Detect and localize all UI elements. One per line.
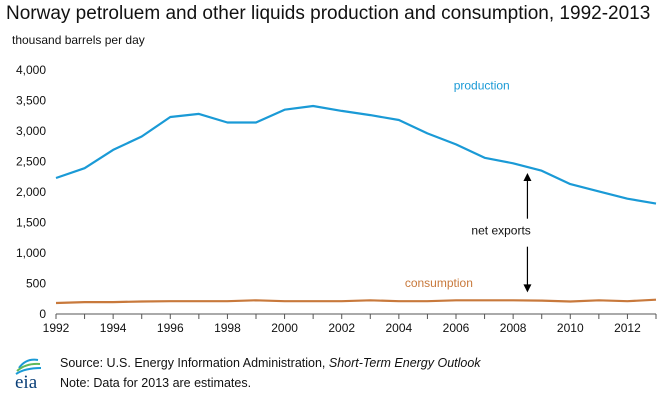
y-tick-label: 2,000 xyxy=(16,185,46,199)
source-report: Short-Term Energy Outlook xyxy=(328,356,481,370)
net-exports-annotation: net exports xyxy=(471,172,532,293)
arrow-head-down xyxy=(523,284,532,293)
y-tick-label: 2,500 xyxy=(16,155,46,169)
svg-text:eia: eia xyxy=(15,372,38,392)
x-tick-label: 2000 xyxy=(271,321,298,335)
footnote: Note: Data for 2013 are estimates. xyxy=(60,376,252,390)
y-tick-label: 3,500 xyxy=(16,94,46,108)
net-exports-label: net exports xyxy=(471,224,530,238)
x-axis: 1992 1994 1996 1998 2000 2002 2004 2006 2008 2010… xyxy=(43,313,657,335)
y-axis-unit-label: thousand barrels per day xyxy=(12,33,145,47)
y-tick-label: 1,500 xyxy=(16,216,46,230)
x-tick-label: 1998 xyxy=(214,321,241,335)
consumption-series-label: consumption xyxy=(405,276,473,290)
source-line: Source: U.S. Energy Information Administ… xyxy=(60,356,481,370)
source-prefix: Source: U.S. Energy Information Administ… xyxy=(60,356,329,370)
x-tick-label: 2006 xyxy=(443,321,470,335)
y-tick-label: 0 xyxy=(39,307,46,321)
consumption-line xyxy=(55,298,657,305)
chart-title: Norway petroluem and other liquids produ… xyxy=(6,3,651,24)
x-tick-label: 2008 xyxy=(500,321,527,335)
x-tick-label: 2010 xyxy=(557,321,584,335)
y-tick-label: 4,000 xyxy=(16,63,46,77)
x-tick-label: 2002 xyxy=(328,321,355,335)
series-lines: production consumption xyxy=(55,79,657,305)
production-series-label: production xyxy=(454,79,510,93)
x-tick-label: 2012 xyxy=(614,321,641,335)
y-tick-label: 3,000 xyxy=(16,124,46,138)
y-axis: 0 500 1,000 1,500 2,000 2,500 3,000 3,500 4,000 xyxy=(16,63,46,321)
line-chart: 05001,0001,5002,0002,5003,0003,5004,000 … xyxy=(16,63,657,335)
y-tick-label: 500 xyxy=(26,277,46,291)
x-tick-label: 1996 xyxy=(157,321,184,335)
y-tick-label: 1,000 xyxy=(16,246,46,260)
x-tick-label: 1994 xyxy=(100,321,127,335)
arrow-head-up xyxy=(523,172,532,181)
production-line xyxy=(55,104,657,205)
x-tick-label: 1992 xyxy=(43,321,70,335)
eia-logo: eia xyxy=(12,356,54,397)
x-tick-label: 2004 xyxy=(386,321,413,335)
